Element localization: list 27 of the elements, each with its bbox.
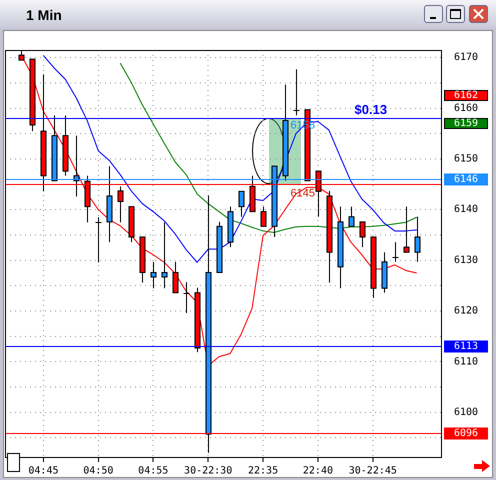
candlestick (293, 68, 300, 116)
ref-line-label: 6146 (454, 174, 478, 186)
y-tick-label: 6140 (454, 204, 478, 216)
x-tick-label: 22:35 (248, 466, 278, 477)
y-tick-label: 6110 (454, 356, 478, 368)
annotation: $0.13 (354, 102, 388, 117)
x-tick-label: 30-22:45 (348, 466, 397, 477)
x-tick-label: 22:40 (302, 466, 333, 477)
y-tick-label: 6130 (454, 254, 478, 266)
chart-title: 1 Min (26, 7, 62, 23)
candlestick (95, 216, 102, 263)
x-tick-label: 04:55 (138, 466, 168, 477)
y-tick-label: 6170 (454, 52, 478, 64)
y-tick-label: 6150 (454, 154, 478, 165)
candlestick (183, 282, 190, 314)
x-tick-label: 04:50 (83, 466, 114, 477)
ref-line-label: 6113 (454, 341, 478, 352)
x-tick-label: 30-22:30 (184, 466, 232, 477)
y-tick-label: 6160 (454, 102, 478, 114)
annotation: 6158 (290, 119, 315, 132)
y-tick-label: 6100 (454, 406, 478, 418)
text: 6159 (454, 118, 478, 130)
text: 6162 (454, 90, 478, 102)
x-tick-label: 04:45 (28, 466, 58, 477)
ref-line-label: 6096 (454, 428, 478, 440)
candlestick (392, 242, 399, 262)
y-tick-label: 6120 (454, 306, 478, 317)
